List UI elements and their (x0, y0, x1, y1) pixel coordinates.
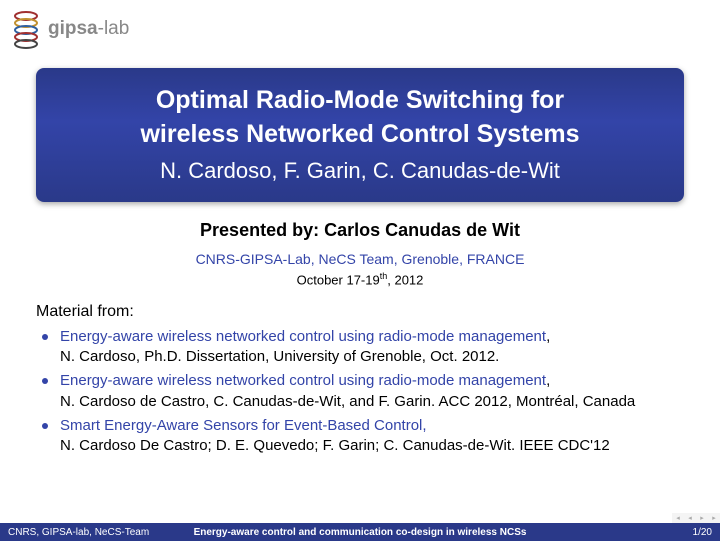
material-link: Smart Energy-Aware Sensors for Event-Bas… (60, 417, 427, 434)
material-label: Material from: (0, 303, 720, 321)
material-link: Energy-aware wireless networked control … (60, 372, 546, 389)
footer-page-number: 1/20 (536, 527, 720, 538)
footer-left: CNRS, GIPSA-lab, NeCS-Team (0, 527, 184, 538)
nav-next-icon[interactable]: ▸ (712, 514, 716, 522)
nav-back-icon[interactable]: ◂ (688, 514, 692, 522)
presentation-date: October 17-19th, 2012 (0, 271, 720, 287)
material-detail: N. Cardoso, Ph.D. Dissertation, Universi… (60, 348, 499, 365)
footer-center: Energy-aware control and communication c… (184, 527, 536, 538)
affiliation: CNRS-GIPSA-Lab, NeCS Team, Grenoble, FRA… (0, 251, 720, 267)
gipsa-logo-icon (12, 8, 40, 50)
slide-footer: CNRS, GIPSA-lab, NeCS-Team Energy-aware … (0, 523, 720, 541)
date-pre: October 17-19 (297, 272, 380, 287)
logo-suffix: -lab (98, 18, 130, 39)
material-detail: N. Cardoso de Castro, C. Canudas-de-Wit,… (60, 393, 635, 410)
date-post: , 2012 (387, 272, 423, 287)
material-list: Energy-aware wireless networked control … (0, 327, 720, 457)
material-link: Energy-aware wireless networked control … (60, 328, 546, 345)
presented-by: Presented by: Carlos Canudas de Wit (0, 220, 720, 241)
nav-fwd-icon[interactable]: ▸ (700, 514, 704, 522)
slide-header: gipsa-lab (0, 0, 720, 54)
material-item: Energy-aware wireless networked control … (60, 371, 684, 412)
nav-controls[interactable]: ◂ ◂ ▸ ▸ (672, 513, 720, 523)
title-line2: wireless Networked Control Systems (56, 118, 664, 152)
title-box: Optimal Radio-Mode Switching for wireles… (36, 68, 684, 202)
material-item: Smart Energy-Aware Sensors for Event-Bas… (60, 416, 684, 457)
material-item: Energy-aware wireless networked control … (60, 327, 684, 368)
gipsa-logo-text: gipsa-lab (48, 18, 129, 40)
nav-prev-icon[interactable]: ◂ (676, 514, 680, 522)
title-line1: Optimal Radio-Mode Switching for (56, 84, 664, 118)
title-authors: N. Cardoso, F. Garin, C. Canudas-de-Wit (56, 158, 664, 184)
logo-prefix: gipsa (48, 18, 98, 39)
material-detail: N. Cardoso De Castro; D. E. Quevedo; F. … (60, 437, 610, 454)
